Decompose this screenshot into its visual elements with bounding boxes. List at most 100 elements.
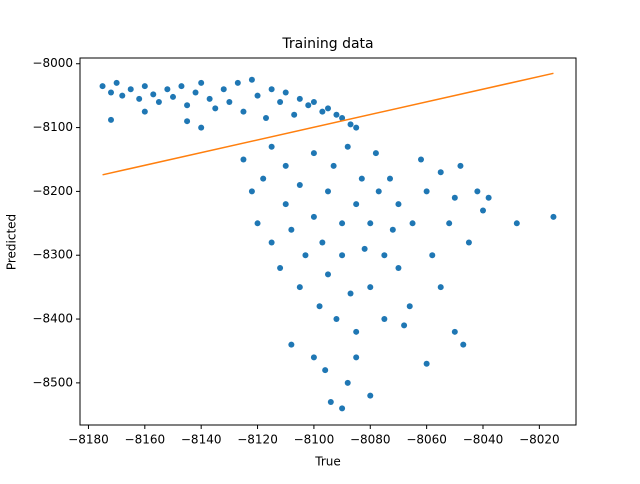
point (353, 201, 360, 208)
point (296, 95, 303, 102)
point (254, 220, 261, 227)
point (263, 114, 269, 121)
point (282, 201, 289, 208)
point (136, 95, 143, 102)
point (347, 290, 354, 297)
x-tick-label: −8180 (68, 433, 109, 447)
point (302, 252, 309, 259)
point (395, 264, 402, 271)
point (192, 89, 199, 96)
y-tick-label: −8000 (32, 56, 73, 70)
point (282, 162, 289, 169)
point (409, 220, 416, 227)
point (288, 341, 295, 348)
x-tick-label: −8060 (406, 433, 447, 447)
point (170, 93, 176, 100)
point (437, 169, 444, 176)
point (288, 226, 295, 233)
point (108, 116, 114, 123)
x-tick-label: −8140 (181, 433, 222, 447)
point (119, 92, 126, 99)
point (339, 114, 346, 121)
point (401, 322, 408, 329)
point (375, 188, 382, 195)
point (367, 392, 374, 399)
point (344, 143, 351, 150)
point (325, 271, 331, 278)
point (184, 102, 191, 109)
point (212, 105, 219, 112)
point (465, 239, 472, 246)
point (423, 360, 430, 367)
point (164, 86, 171, 93)
point (474, 188, 481, 195)
point (367, 220, 374, 227)
point (327, 399, 334, 406)
point (387, 175, 393, 182)
point (260, 175, 267, 182)
plot-frame (79, 57, 577, 426)
point (113, 79, 120, 86)
point (108, 89, 114, 96)
point (248, 76, 255, 83)
point (389, 226, 396, 233)
point (550, 213, 557, 220)
point (381, 252, 388, 259)
point (423, 188, 430, 195)
x-tick-label: −8040 (463, 433, 504, 447)
point (347, 121, 354, 128)
point (353, 124, 360, 131)
point (248, 188, 255, 195)
point (310, 354, 317, 361)
point (99, 83, 106, 90)
x-tick-label: −8020 (519, 433, 560, 447)
point (141, 108, 148, 115)
point (358, 175, 365, 182)
point (322, 367, 329, 374)
point (333, 316, 340, 323)
point (319, 108, 326, 115)
point (480, 207, 486, 214)
point (361, 245, 368, 252)
x-tick-label: −8120 (237, 433, 278, 447)
point (457, 162, 464, 169)
point (277, 99, 284, 106)
point (339, 405, 346, 412)
y-axis-label: Predicted (5, 214, 19, 270)
point (344, 379, 351, 386)
point (418, 156, 424, 163)
point (460, 341, 467, 348)
point (395, 201, 402, 208)
point (141, 83, 148, 90)
y-tick-label: −8400 (32, 312, 73, 326)
point (333, 111, 340, 118)
point (513, 220, 520, 227)
point (184, 118, 191, 125)
point (325, 105, 331, 112)
point (240, 108, 247, 115)
point (178, 83, 185, 90)
point (234, 79, 241, 86)
point (437, 284, 444, 291)
y-tick-label: −8300 (32, 248, 73, 262)
point (316, 303, 323, 310)
point (310, 150, 317, 157)
point (406, 303, 413, 310)
y-tick-label: −8100 (32, 120, 73, 134)
x-tick-label: −8080 (350, 433, 391, 447)
point (268, 239, 275, 246)
point (325, 188, 331, 195)
chart-title: Training data (281, 36, 373, 52)
point (381, 316, 388, 323)
point (353, 328, 360, 335)
point (198, 79, 205, 86)
point (296, 284, 303, 291)
point (367, 284, 374, 291)
point (291, 111, 298, 118)
x-tick-label: −8160 (125, 433, 166, 447)
point (485, 194, 492, 201)
point (268, 143, 275, 150)
point (254, 92, 261, 99)
